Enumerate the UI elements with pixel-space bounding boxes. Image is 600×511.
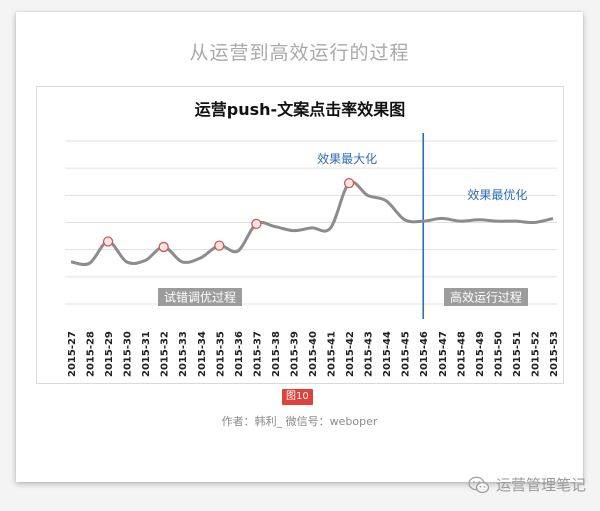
highlight-marker-2015-42 <box>343 177 355 189</box>
watermark-text: 运营管理笔记 <box>495 476 586 494</box>
x-tick-label: 2015-39 <box>289 331 300 377</box>
x-tick-label: 2015-50 <box>493 331 504 377</box>
highlight-markers <box>102 177 355 253</box>
highlight-marker-2015-37 <box>251 218 262 230</box>
x-tick-label: 2015-47 <box>438 331 449 377</box>
x-tick-label: 2015-41 <box>327 331 338 377</box>
wechat-icon <box>468 476 490 493</box>
series-line <box>70 180 554 267</box>
phase-label-right: 高效运行过程 <box>450 290 522 305</box>
series-line-path <box>70 180 554 267</box>
x-tick-label: 2015-34 <box>197 331 208 377</box>
gridlines <box>65 140 557 305</box>
phase-label-left: 试错调优过程 <box>164 290 236 305</box>
x-tick-label: 2015-28 <box>86 331 97 377</box>
x-tick-label: 2015-33 <box>178 331 189 377</box>
highlight-marker-2015-29 <box>102 236 114 247</box>
phase-label-right-bg <box>444 288 528 306</box>
chart-frame: 运营push-文案点击率效果图 效果最大化效果最优化试错调优过程 高效运行过程 2… <box>36 86 564 384</box>
x-tick-label: 2015-40 <box>308 331 319 377</box>
phase-label-left-bg <box>158 288 242 306</box>
x-tick-label: 2015-42 <box>345 331 356 377</box>
x-tick-label: 2015-35 <box>215 331 226 377</box>
x-tick-label: 2015-52 <box>530 331 541 377</box>
figure-badge: 图10 <box>282 389 313 405</box>
x-tick-label: 2015-31 <box>141 331 152 377</box>
article-card: 从运营到高效运行的过程 运营push-文案点击率效果图 效果最大化效果最优化试错… <box>16 12 583 482</box>
watermark: 运营管理笔记 <box>468 474 586 495</box>
x-tick-label: 2015-27 <box>67 331 78 377</box>
x-tick-label: 2015-48 <box>456 331 467 377</box>
highlight-marker-2015-35 <box>214 240 225 251</box>
x-tick-label: 2015-29 <box>104 331 115 377</box>
highlight-marker-2015-32 <box>158 241 169 253</box>
annotation-optimized: 效果最优化 <box>467 187 527 202</box>
page-heading: 从运营到高效运行的过程 <box>189 42 410 64</box>
x-tick-label: 2015-37 <box>252 331 263 377</box>
x-tick-label: 2015-49 <box>475 331 486 377</box>
x-tick-label: 2015-45 <box>401 331 412 377</box>
author-line: 作者：韩利_ 微信号：weboper <box>221 415 378 428</box>
x-tick-label: 2015-44 <box>382 331 393 377</box>
x-axis-tick-labels: 2015-27 2015-28 2015-29 2015-30 2015-31 2015-… <box>67 331 560 377</box>
x-tick-label: 2015-30 <box>123 331 134 377</box>
x-tick-label: 2015-46 <box>419 331 430 377</box>
x-tick-label: 2015-32 <box>160 331 171 377</box>
x-tick-label: 2015-51 <box>512 331 523 377</box>
chart-title: 运营push-文案点击率效果图 <box>195 100 405 119</box>
x-tick-label: 2015-53 <box>549 331 560 377</box>
annotation-peak: 效果最大化 <box>317 151 377 166</box>
x-tick-label: 2015-36 <box>234 331 245 377</box>
x-tick-label: 2015-38 <box>271 331 282 377</box>
x-tick-label: 2015-43 <box>364 331 375 377</box>
